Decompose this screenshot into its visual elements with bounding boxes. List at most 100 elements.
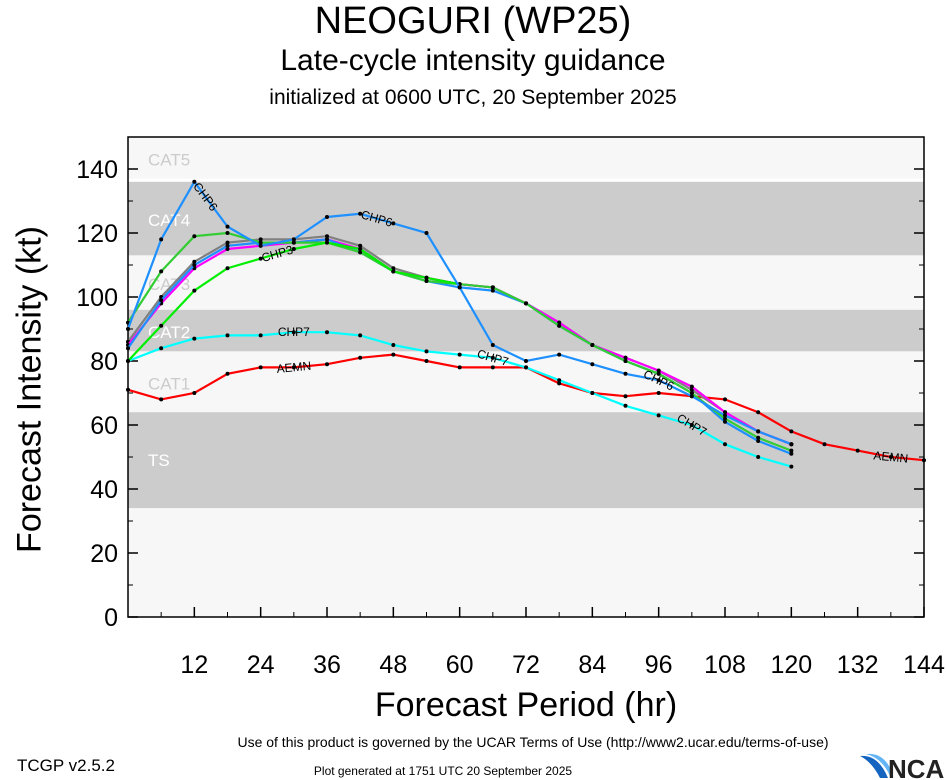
data-point	[756, 410, 761, 415]
data-point	[225, 231, 230, 235]
version-label: TCGP v2.5.2	[17, 756, 115, 775]
series-label: AEMN	[276, 359, 312, 376]
data-point	[391, 352, 396, 357]
data-point	[689, 391, 694, 395]
data-point	[192, 234, 197, 239]
x-tick-label: 108	[704, 651, 746, 679]
data-point	[225, 333, 230, 338]
data-point	[656, 378, 661, 383]
data-point	[192, 288, 197, 293]
data-point	[258, 243, 263, 248]
data-point	[723, 419, 727, 424]
data-point	[391, 343, 396, 347]
band-cat2	[128, 309, 924, 352]
data-point	[623, 403, 628, 408]
data-point	[424, 275, 429, 280]
data-point	[159, 397, 164, 402]
init-time: initialized at 0600 UTC, 20 September 20…	[269, 86, 677, 109]
data-point	[590, 362, 595, 367]
band-cat5	[128, 137, 924, 179]
y-tick-label: 100	[76, 284, 118, 312]
data-point	[225, 240, 230, 245]
data-point	[325, 234, 329, 239]
band-ts	[128, 412, 924, 509]
data-point	[623, 394, 628, 399]
data-point	[424, 231, 429, 235]
x-tick-label: 132	[837, 651, 879, 679]
data-point	[258, 333, 263, 338]
band-cat3	[128, 255, 924, 310]
series-label: AEMN	[873, 448, 909, 465]
data-point	[225, 224, 230, 229]
data-point	[225, 266, 230, 271]
data-point	[689, 387, 694, 392]
data-point	[490, 343, 495, 347]
data-point	[225, 247, 230, 251]
x-tick-label: 36	[313, 651, 341, 679]
data-point	[325, 237, 329, 242]
y-tick-label: 80	[90, 348, 118, 376]
ncar-logo: NCAR	[860, 753, 946, 780]
data-point	[358, 333, 363, 338]
x-tick-label: 144	[903, 651, 945, 679]
data-point	[557, 320, 562, 325]
svg-text:NCAR: NCAR	[888, 754, 946, 780]
data-point	[192, 259, 197, 264]
y-tick-label: 120	[76, 220, 118, 248]
data-point	[524, 301, 528, 306]
x-tick-label: 48	[379, 651, 407, 679]
band-label: CAT1	[148, 374, 190, 393]
chart-subtitle: Late-cycle intensity guidance	[280, 44, 666, 77]
data-point	[888, 455, 893, 459]
data-point	[524, 359, 528, 363]
data-point	[225, 371, 230, 376]
data-point	[723, 416, 727, 421]
data-point	[325, 215, 329, 219]
data-point	[291, 240, 296, 245]
data-point	[258, 240, 263, 245]
chart-title: NEOGURI (WP25)	[314, 0, 632, 42]
y-tick-label: 140	[76, 156, 118, 184]
data-point	[159, 323, 164, 328]
data-point	[457, 352, 462, 357]
data-point	[291, 330, 296, 335]
data-point	[258, 256, 263, 261]
data-point	[789, 448, 794, 453]
data-point	[424, 349, 429, 354]
data-point	[789, 451, 794, 456]
data-point	[590, 343, 595, 347]
y-tick-label: 60	[90, 412, 118, 440]
data-point	[590, 391, 595, 395]
data-point	[490, 355, 495, 360]
data-point	[126, 387, 130, 392]
data-point	[557, 323, 562, 328]
data-point	[159, 269, 164, 274]
data-point	[789, 429, 794, 434]
x-tick-label: 12	[180, 651, 208, 679]
data-point	[358, 250, 363, 255]
x-tick-label: 60	[446, 651, 474, 679]
data-point	[192, 391, 197, 395]
band-label: CAT5	[148, 150, 190, 169]
data-point	[789, 442, 794, 447]
data-point	[723, 410, 727, 415]
series-label: CHP7	[278, 325, 310, 339]
data-point	[855, 448, 860, 453]
band-label: CAT4	[148, 211, 190, 230]
data-point	[557, 378, 562, 383]
data-point	[291, 365, 296, 370]
data-point	[756, 435, 761, 440]
data-point	[756, 455, 761, 459]
data-point	[325, 362, 329, 367]
data-point	[656, 413, 661, 418]
data-point	[723, 413, 727, 418]
data-point	[225, 243, 230, 248]
y-tick-label: 20	[90, 540, 118, 568]
data-point	[358, 247, 363, 251]
data-point	[325, 330, 329, 335]
data-point	[159, 346, 164, 351]
data-point	[258, 237, 263, 242]
data-point	[457, 365, 462, 370]
terms-of-use: Use of this product is governed by the U…	[237, 734, 829, 750]
data-point	[291, 247, 296, 251]
